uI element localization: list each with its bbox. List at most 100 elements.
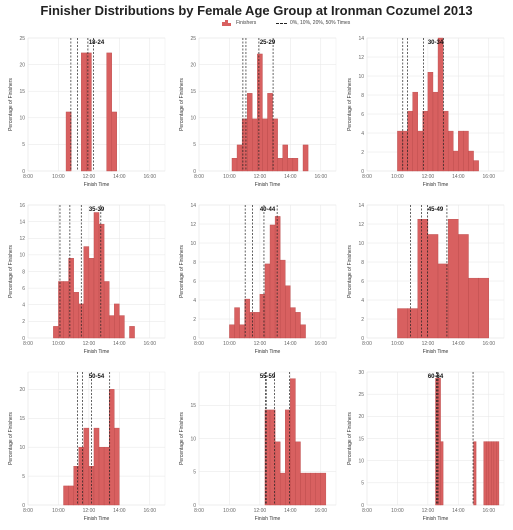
histogram-bar [267, 93, 273, 172]
panel-35-39: 0 2 4 6 8 10 12 14 16 8:00 10:00 12:00 14:00 16:00 35-… [8, 203, 166, 355]
histogram-bar [486, 441, 489, 506]
histogram-bar [114, 303, 120, 339]
y-tick-label: 20 [190, 62, 196, 68]
finishers-swatch-icon [222, 20, 231, 26]
histogram-bar [234, 307, 240, 339]
y-tick-label: 4 [361, 131, 364, 137]
histogram-bar [458, 234, 469, 339]
histogram-bar [427, 71, 434, 172]
histogram-bar [295, 312, 301, 339]
histogram-bar [239, 324, 245, 339]
histogram-bar [274, 441, 281, 506]
x-tick-label: 12:00 [254, 508, 267, 514]
panel-18-24: 0 5 10 15 20 25 8:00 10:00 12:00 14:00 16:00 18-24 F… [8, 36, 166, 188]
histogram-bar [285, 285, 291, 339]
histogram-bar [282, 144, 288, 172]
y-tick-label: 14 [19, 219, 25, 225]
x-tick-label: 10:00 [391, 174, 404, 180]
histogram-bar [277, 158, 283, 172]
y-tick-label: 5 [361, 481, 364, 487]
x-tick-label: 8:00 [23, 341, 33, 347]
y-tick-label: 15 [358, 436, 364, 442]
histogram-bar [73, 466, 79, 506]
y-tick-label: 2 [361, 317, 364, 323]
histogram-bar [397, 130, 403, 172]
y-tick-label: 6 [22, 286, 25, 292]
histogram-bar [417, 130, 424, 172]
histogram-bar [257, 53, 263, 172]
percentile-line-icon [276, 23, 287, 24]
y-tick-label: 12 [190, 222, 196, 228]
x-tick-label: 12:00 [83, 508, 96, 514]
histogram-bar [81, 52, 87, 172]
panel-title: 35-39 [89, 207, 105, 213]
legend-finishers-label: Finishers [236, 20, 257, 26]
y-axis-label: Percentage of Finishers [347, 78, 353, 131]
histogram-bar [491, 441, 495, 506]
histogram-bar [68, 485, 74, 506]
y-axis-label: Percentage of Finishers [179, 245, 185, 298]
x-axis-label: Finish Time [84, 182, 110, 188]
y-tick-label: 20 [19, 62, 25, 68]
histogram-bar [264, 263, 271, 339]
y-tick-label: 14 [190, 203, 196, 209]
x-tick-label: 16:00 [483, 508, 496, 514]
x-tick-label: 10:00 [223, 341, 236, 347]
histogram-bar [108, 315, 115, 339]
x-tick-label: 10:00 [52, 508, 65, 514]
y-tick-label: 6 [193, 279, 196, 285]
y-tick-label: 6 [361, 112, 364, 118]
histogram-bar [254, 312, 261, 339]
panel-50-54: 0 5 10 15 20 8:00 10:00 12:00 14:00 16:00 50-54 Fin… [8, 371, 166, 522]
y-tick-label: 10 [358, 74, 364, 80]
y-tick-label: 15 [19, 416, 25, 422]
panel-title: 18-24 [89, 40, 105, 46]
x-tick-label: 10:00 [391, 508, 404, 514]
x-tick-label: 14:00 [113, 341, 126, 347]
histogram-bar [473, 160, 479, 172]
x-tick-label: 16:00 [144, 508, 157, 514]
histogram-bar [310, 472, 316, 506]
histogram-bar [63, 485, 69, 506]
y-tick-label: 10 [19, 116, 25, 122]
x-tick-label: 8:00 [194, 174, 204, 180]
histogram-bar [63, 281, 69, 339]
histogram-bar [279, 472, 286, 506]
y-tick-label: 2 [193, 317, 196, 323]
x-tick-label: 14:00 [284, 174, 297, 180]
plot-area [27, 37, 166, 172]
y-tick-label: 20 [358, 414, 364, 420]
histogram-bar [437, 37, 444, 172]
histogram-bar [68, 258, 74, 339]
x-tick-label: 14:00 [284, 508, 297, 514]
panel-title: 40-44 [260, 207, 276, 213]
x-tick-label: 10:00 [223, 508, 236, 514]
x-tick-label: 10:00 [52, 341, 65, 347]
x-tick-label: 12:00 [254, 174, 267, 180]
histogram-bar [320, 472, 327, 506]
legend: Finishers 0%, 10%, 20%, 50% Times [0, 19, 513, 31]
y-tick-label: 10 [19, 445, 25, 451]
histogram-bar [407, 110, 413, 172]
histogram-bar [432, 91, 439, 172]
x-tick-label: 8:00 [23, 174, 33, 180]
panel-title: 60-64 [428, 374, 444, 380]
x-tick-label: 16:00 [315, 174, 328, 180]
x-axis-label: Finish Time [423, 349, 449, 355]
y-tick-label: 4 [361, 298, 364, 304]
histogram-bar [437, 378, 441, 506]
histogram-bar [114, 427, 120, 506]
histogram-bar [93, 427, 100, 506]
histogram-bar [427, 234, 439, 339]
panel-30-34: 0 2 4 6 8 10 12 14 8:00 10:00 12:00 14:00 16:00 30-34… [347, 36, 505, 188]
histogram-bar [407, 308, 418, 339]
y-tick-label: 0 [361, 169, 364, 175]
histogram-bar [478, 277, 489, 339]
x-tick-label: 14:00 [284, 341, 297, 347]
histogram-bar [83, 246, 90, 339]
histogram-bar [103, 446, 110, 506]
y-tick-label: 14 [358, 36, 364, 42]
y-tick-label: 10 [358, 241, 364, 247]
histogram-bar [129, 326, 135, 339]
